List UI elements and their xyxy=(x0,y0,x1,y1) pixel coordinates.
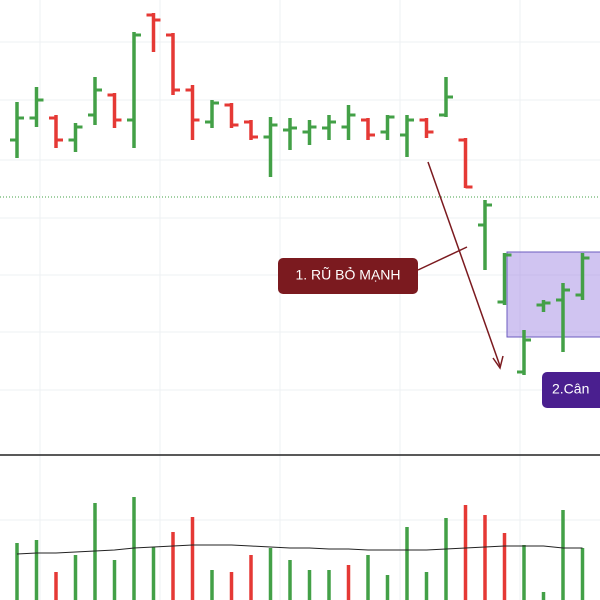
callout-line xyxy=(417,246,468,271)
range-box xyxy=(506,251,600,338)
label-box xyxy=(278,258,418,294)
annotation: 2.Cân xyxy=(552,381,589,397)
label-box xyxy=(542,372,600,408)
volume-ma xyxy=(16,544,583,555)
arrow-head xyxy=(492,355,504,370)
arrow xyxy=(427,161,501,367)
annotation: 1. RŨ BỎ MẠNH xyxy=(295,266,400,283)
